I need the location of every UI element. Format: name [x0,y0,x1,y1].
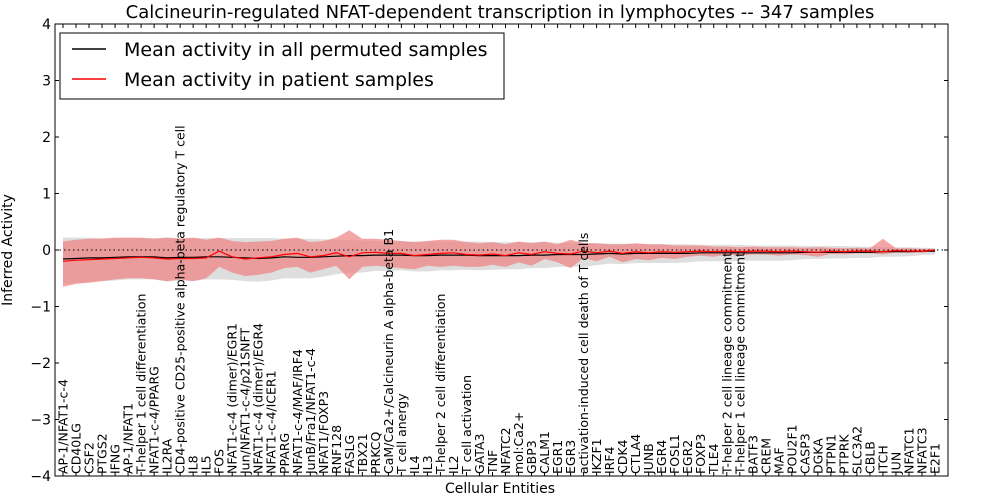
x-tick-label: PTPRK [836,434,851,474]
x-tick-label: PTGS2 [95,433,110,474]
x-tick-label: GBP3 [524,440,539,474]
x-axis-label: Cellular Entities [445,481,555,497]
x-tick-label: CREM [758,438,773,474]
x-tick-label: JunB/Fra1/NFAT1-c-4 [303,348,318,475]
x-tick-label: activation-induced cell death of T cells [576,233,591,474]
x-tick-label: CTLA4 [628,434,643,474]
x-tick-label: EGR1 [550,440,565,474]
x-tick-label: NFATC2 [498,427,513,474]
x-tick-label: IL2RA [160,438,175,474]
y-tick-label: −2 [30,356,51,372]
x-tick-label: IL8 [186,455,201,474]
x-tick-label: E2F1 [928,443,943,474]
x-tick-label: DGKA [810,438,825,474]
x-tick-label: AP-1/NFAT1-c-4 [56,379,71,474]
x-tick-label: IL5 [199,455,214,474]
patient-band [63,230,935,287]
y-tick-label: −3 [30,413,51,429]
x-tick-label: IL4 [407,455,422,474]
legend-label-patient: Mean activity in patient samples [124,69,434,91]
x-tick-label: T cell anergy [394,393,409,475]
y-axis-label: Inferred Activity [0,194,16,306]
x-tick-label: GATA3 [472,434,487,474]
x-tick-label: MAF [771,447,786,474]
x-tick-label: NFATC1 [902,427,917,474]
y-tick-label: 4 [42,17,51,33]
x-tick-label: FOSL1 [667,434,682,474]
x-tick-label: NFAT1-c-4/MAF/IRF4 [290,349,305,474]
x-tick-label: FOXP3 [693,434,708,474]
x-tick-label: IFNG [108,444,123,474]
x-tick-label: CaM/Ca2+/Calcineurin A alpha-beta B1 [381,229,396,474]
x-tick-label: ITCH [875,445,890,474]
x-tick-label: T-helper 2 cell differentiation [433,294,448,475]
x-tick-label: CD40LG [69,423,84,474]
x-tick-label: CSF2 [82,442,97,474]
x-tick-label: mol:Ca2+ [511,412,526,474]
x-tick-label: FOS [212,449,227,474]
x-tick-label: EGR2 [680,440,695,474]
x-tick-label: JUN [889,452,904,475]
x-tick-label: FASLG [342,435,357,474]
x-tick-label: CASP3 [797,433,812,474]
x-tick-label: EGR4 [654,440,669,474]
x-tick-label: NFAT1/FOXP3 [316,391,331,474]
x-tick-label: POU2F1 [784,424,799,474]
x-tick-label: CALM1 [537,431,552,474]
legend-box [59,32,505,100]
x-tick-label: BATF3 [745,435,760,474]
x-tick-label: PPARG [277,433,292,474]
x-tick-label: NFAT1-c-4/PPARG [147,366,162,474]
x-tick-label: CD4-positive CD25-positive alpha-beta re… [173,125,188,474]
x-tick-label: AP-1/NFAT1 [121,403,136,474]
legend-label-permuted: Mean activity in all permuted samples [124,39,487,61]
x-tick-label: IKZF1 [589,438,604,474]
y-tick-label: −4 [30,469,51,485]
x-tick-label: PRKCQ [368,432,383,474]
x-tick-label: RNF128 [329,425,344,474]
x-tick-label: NFAT1-c-4/ICER1 [264,370,279,474]
x-tick-label: T-helper 1 cell lineage commitment [732,252,747,475]
x-tick-label: PTPN1 [823,434,838,474]
x-tick-label: T-helper 1 cell differentiation [134,294,149,475]
legend: Mean activity in all permuted samples Me… [59,32,505,100]
x-tick-label: CDK4 [615,439,630,474]
x-tick-label: IRF4 [602,446,617,474]
x-tick-label: TNF [485,450,500,475]
chart-title: Calcineurin-regulated NFAT-dependent tra… [126,2,875,23]
x-tick-label: IL3 [420,455,435,474]
x-tick-label: CBLB [862,441,877,474]
y-tick-label: 0 [42,243,51,259]
y-tick-label: 3 [42,74,51,90]
x-tick-label: T cell activation [459,375,474,475]
y-tick-label: 2 [42,130,51,146]
y-tick-label: 1 [42,187,51,203]
y-tick-label: −1 [30,300,51,316]
x-tick-label: NFAT1-c-4 (dimer)/EGR1 [225,323,240,474]
x-tick-label: JUNB [641,443,656,475]
x-tick-label: Jun/NFAT1-c-4/p21SNFT [238,328,253,475]
x-tick-label: SLC3A2 [849,426,864,474]
x-tick-label: T-helper 2 cell lineage commitment [719,252,734,475]
x-tick-label: TLE4 [706,444,721,475]
x-tick-label: EGR3 [563,440,578,474]
x-tick-label: TBX21 [355,433,370,475]
x-tick-label: IL2 [446,455,461,474]
x-tick-label: NFATC3 [915,427,930,474]
patient-mean-line [62,249,936,262]
x-tick-label: NFAT1-c-4 (dimer)/EGR4 [251,323,266,474]
